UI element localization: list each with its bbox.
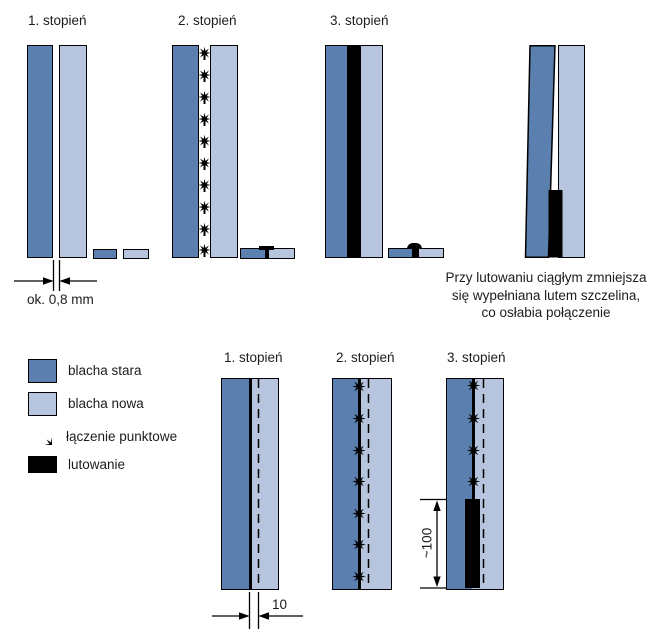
gap-dimension-label: ok. 0,8 mm bbox=[27, 292, 94, 307]
note-line-1: Przy lutowaniu ciągłym zmniejsza bbox=[445, 270, 647, 285]
top-stage3-title: 3. stopień bbox=[330, 13, 389, 28]
bottom-stage2-panel bbox=[332, 378, 392, 590]
bottom-stage1-panel bbox=[221, 378, 279, 590]
legend-swatch-solder bbox=[28, 456, 57, 473]
section-new-half bbox=[267, 249, 294, 258]
bottom-stage2-title: 2. stopień bbox=[336, 350, 395, 365]
legend-swatch-old-sheet bbox=[28, 359, 57, 383]
sheet-edge-line bbox=[249, 379, 252, 589]
sheet-edge-line bbox=[472, 379, 475, 501]
top-stage2-title: 2. stopień bbox=[178, 13, 237, 28]
stage2-new-sheet-bar bbox=[210, 45, 238, 258]
stage1-old-sheet-bar bbox=[27, 45, 53, 258]
stage2-joined-section bbox=[240, 245, 295, 259]
sheet-edge-line bbox=[358, 379, 361, 589]
overlap-dimension bbox=[212, 592, 303, 629]
spot-weld-stars-top bbox=[198, 46, 211, 257]
note-line-2: się wypełniana lutem szczelina, bbox=[451, 287, 641, 303]
legend-swatch-new-sheet bbox=[28, 392, 57, 416]
tilted-figure-new-sheet-bar bbox=[558, 45, 585, 258]
gap-dimension bbox=[14, 260, 97, 291]
tilted-old-sheet-bar bbox=[524, 44, 556, 259]
stage3-old-sheet-layer bbox=[326, 46, 347, 257]
section-old-half bbox=[389, 248, 416, 257]
stage2-old-sheet-bar bbox=[172, 45, 199, 258]
stage3-solder-layer bbox=[347, 46, 361, 257]
spot-weld-cap bbox=[259, 245, 274, 250]
stage1-new-sheet-section bbox=[123, 249, 149, 259]
spot-joint-star-icon bbox=[35, 428, 52, 445]
legend-label-new-sheet: blacha nowa bbox=[68, 396, 144, 411]
old-sheet-region bbox=[333, 379, 358, 589]
solder-core bbox=[412, 248, 419, 257]
old-sheet-region bbox=[222, 379, 249, 589]
legend-label-old-sheet: blacha stara bbox=[68, 363, 142, 378]
bottom-stage1-title: 1. stopień bbox=[224, 350, 283, 365]
legend-label-spot-joint: łączenie punktowe bbox=[66, 429, 178, 444]
section-old-half bbox=[241, 249, 268, 258]
top-stage1-title: 1. stopień bbox=[28, 13, 87, 28]
continuous-soldering-note: Przy lutowaniu ciągłym zmniejsza się wyp… bbox=[430, 269, 650, 322]
spot-weld-core bbox=[264, 249, 269, 258]
section-new-half bbox=[416, 248, 443, 257]
stage3-joined-section bbox=[388, 243, 444, 258]
overlap-dimension-label: 10 bbox=[272, 597, 288, 612]
solder-length-dimension-label: ~100 bbox=[419, 527, 435, 559]
stage3-new-sheet-layer bbox=[361, 46, 382, 257]
bottom-stage3-panel bbox=[446, 378, 504, 590]
solder-strip bbox=[464, 499, 480, 588]
stage3-laminated-bar bbox=[325, 45, 383, 258]
legend-label-solder: lutowanie bbox=[68, 457, 126, 472]
solder-dome-cap bbox=[406, 243, 422, 249]
stage1-old-sheet-section bbox=[93, 249, 117, 259]
bottom-stage3-title: 3. stopień bbox=[447, 350, 506, 365]
note-line-3: co osłabia połączenie bbox=[481, 305, 611, 320]
stage1-new-sheet-bar bbox=[59, 45, 87, 258]
